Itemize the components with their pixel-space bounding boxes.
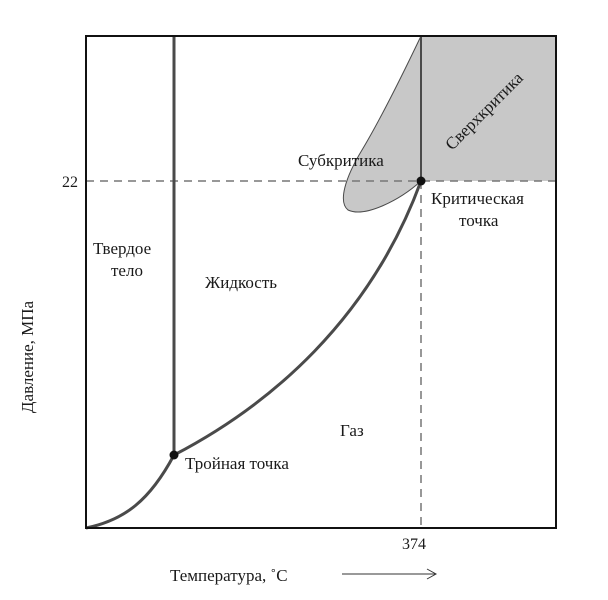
gas-label: Газ — [340, 421, 364, 440]
liquid-label: Жидкость — [205, 273, 277, 292]
triple-point-label: Тройная точка — [185, 454, 289, 473]
supercritical-region — [421, 36, 556, 181]
vaporization-curve — [173, 180, 423, 457]
subcritical-label: Субкритика — [298, 151, 384, 170]
critical-point-marker — [416, 176, 426, 186]
right-arrow-icon — [342, 568, 438, 580]
triple-point-marker — [169, 450, 179, 460]
pressure-tick-label: 22 — [62, 174, 78, 191]
subcritical-region — [342, 35, 422, 213]
critical-point-label-line1: Критическая — [431, 189, 524, 208]
critical-point-label-line2: точка — [459, 211, 499, 230]
temperature-tick-label: 374 — [402, 536, 426, 553]
y-axis-label: Давление, МПа — [18, 300, 37, 413]
solid-label-line2: тело — [111, 261, 143, 280]
x-axis-label: Температура, ˚С — [170, 566, 288, 585]
solid-label-line1: Твердое — [93, 239, 151, 258]
plot-frame — [85, 35, 557, 529]
sublimation-curve — [85, 454, 176, 530]
